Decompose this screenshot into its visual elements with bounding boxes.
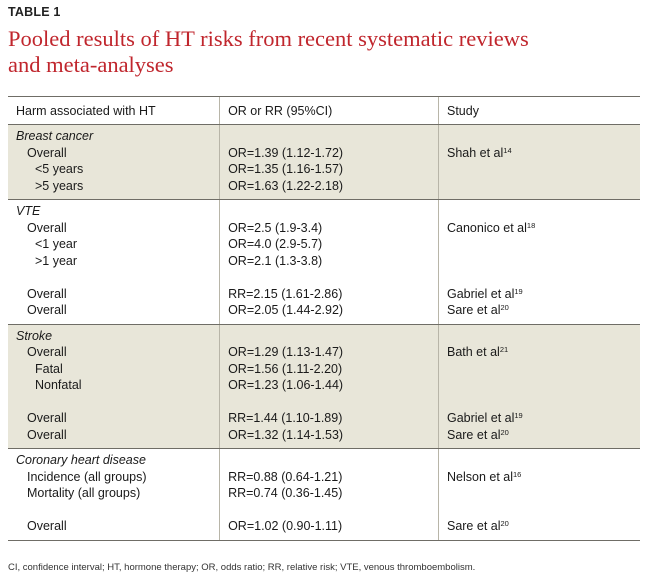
harm-label: Overall (27, 303, 67, 317)
estimate-value: OR=2.1 (1.3-3.8) (228, 253, 323, 268)
study-citation (447, 485, 640, 502)
header-row: Harm associated with HT OR or RR (95%CI)… (8, 96, 640, 125)
estimate-value: OR=4.0 (2.9-5.7) (228, 237, 323, 251)
estimate-value: RR=0.88 (0.64-1.21) (228, 469, 343, 484)
category-label: VTE (16, 204, 41, 218)
reference-number: 20 (500, 427, 509, 437)
harm-label: Incidence (all groups) (27, 469, 147, 484)
study-citation: Sare et al20 (447, 518, 640, 535)
estimate-value: OR=1.63 (1.22-2.18) (228, 178, 344, 193)
study-citation (447, 161, 640, 178)
study-citation: Nelson et al16 (447, 469, 640, 486)
harm-label: Overall (27, 345, 67, 359)
study-citation (447, 178, 640, 195)
estimate-cell: OR=1.39 (1.12-1.72) OR=1.35 (1.16-1.57) OR… (219, 124, 439, 200)
estimate-value: OR=1.35 (1.16-1.57) (228, 162, 344, 176)
study-cell: Nelson et al16 Sare et al20 (437, 448, 640, 541)
table-group: VTE Overall <1 year >1 year Overall Overall OR… (8, 199, 640, 325)
study-citation (447, 253, 640, 270)
estimate-value: OR=1.23 (1.06-1.44) (228, 378, 344, 392)
category-label: Coronary heart disease (16, 453, 146, 467)
study-name: Sare et al (446, 427, 501, 442)
study-citation: Gabriel et al19 (447, 286, 640, 303)
reference-number: 19 (514, 411, 523, 420)
table-group: Stroke Overall Fatal Nonfatal Overall Overall… (8, 324, 640, 449)
estimate-value: OR=1.02 (0.90-1.11) (228, 519, 343, 533)
harm-label: Overall (27, 286, 67, 301)
study-citation: Sare et al20 (447, 427, 640, 444)
header-harm: Harm associated with HT (8, 96, 220, 125)
study-citation: Gabriel et al19 (447, 410, 640, 427)
estimate-value: RR=2.15 (1.61-2.86) (228, 286, 343, 301)
study-citation (447, 377, 640, 394)
study-citation: Canonico et al18 (447, 220, 640, 237)
study-name: Sare et al (446, 303, 501, 317)
study-name: Nelson et al (446, 469, 513, 484)
table-group: Breast cancer Overall <5 years >5 years OR=1… (8, 124, 640, 200)
footnote: CI, confidence interval; HT, hormone the… (8, 562, 476, 573)
reference-number: 20 (500, 303, 509, 312)
table-label: TABLE 1 (8, 5, 61, 19)
estimate-value: RR=1.44 (1.10-1.89) (228, 411, 343, 425)
estimate-cell: OR=1.29 (1.13-1.47) OR=1.56 (1.11-2.20) OR… (219, 324, 439, 449)
harm-cell: Stroke Overall Fatal Nonfatal Overall Overall (8, 324, 220, 449)
study-citation: Bath et al21 (447, 344, 640, 361)
study-name: Gabriel et al (446, 411, 515, 425)
estimate-value: OR=1.32 (1.14-1.53) (228, 427, 344, 442)
reference-number: 21 (499, 345, 509, 354)
study-citation (447, 361, 640, 378)
table-group: Coronary heart disease Incidence (all gro… (8, 448, 640, 541)
harm-cell: Coronary heart disease Incidence (all gro… (8, 448, 220, 541)
reference-number: 20 (500, 519, 509, 528)
study-name: Bath et al (446, 345, 500, 359)
estimate-value: OR=2.05 (1.44-2.92) (228, 303, 344, 317)
harm-cell: VTE Overall <1 year >1 year Overall Overall (8, 199, 220, 325)
study-name: Canonico et al (446, 220, 527, 235)
harm-label: Overall (27, 145, 67, 160)
harm-label: Overall (27, 519, 67, 533)
title-line-2: and meta-analyses (8, 52, 174, 77)
table-body: Breast cancer Overall <5 years >5 years OR=1… (8, 124, 640, 541)
estimate-cell: OR=2.5 (1.9-3.4) OR=4.0 (2.9-5.7) OR=2.1 (… (219, 199, 439, 325)
reference-number: 16 (513, 469, 522, 479)
harm-label: Overall (27, 427, 67, 442)
estimate-cell: RR=0.88 (0.64-1.21) RR=0.74 (0.36-1.45) OR… (219, 448, 439, 541)
harm-label: >1 year (35, 253, 78, 268)
study-name: Gabriel et al (446, 286, 515, 301)
harm-label: Nonfatal (35, 378, 82, 392)
results-table: Harm associated with HT OR or RR (95%CI)… (8, 96, 640, 541)
study-cell: Canonico et al18 Gabriel et al19 Sare et a… (437, 199, 640, 325)
reference-number: 19 (514, 286, 523, 296)
estimate-value: OR=2.5 (1.9-3.4) (228, 220, 323, 235)
harm-label: >5 years (35, 178, 84, 193)
harm-label: <1 year (35, 237, 78, 251)
category-label: Stroke (16, 328, 53, 343)
estimate-value: RR=0.74 (0.36-1.45) (228, 486, 343, 500)
title-line-1: Pooled results of HT risks from recent s… (8, 26, 529, 51)
reference-number: 14 (503, 145, 512, 155)
study-name: Sare et al (446, 519, 501, 533)
estimate-value: OR=1.29 (1.13-1.47) (228, 345, 344, 359)
estimate-value: OR=1.56 (1.11-2.20) (228, 361, 343, 376)
study-citation (447, 236, 640, 253)
study-cell: Bath et al21 Gabriel et al19 Sare et al20 (437, 324, 640, 449)
harm-label: Fatal (35, 361, 63, 376)
study-name: Shah et al (446, 145, 504, 160)
table-title: Pooled results of HT risks from recent s… (8, 26, 638, 78)
reference-number: 18 (526, 220, 536, 230)
header-study: Study (437, 96, 640, 125)
header-estimate: OR or RR (95%CI) (219, 96, 439, 125)
estimate-value: OR=1.39 (1.12-1.72) (228, 145, 344, 160)
study-cell: Shah et al14 (437, 124, 640, 200)
study-citation: Shah et al14 (447, 145, 640, 162)
harm-label: Overall (27, 411, 67, 425)
harm-cell: Breast cancer Overall <5 years >5 years (8, 124, 220, 200)
category-label: Breast cancer (16, 129, 94, 143)
harm-label: Overall (27, 220, 67, 235)
harm-label: <5 years (35, 162, 84, 176)
harm-label: Mortality (all groups) (27, 486, 141, 500)
study-citation: Sare et al20 (447, 302, 640, 319)
